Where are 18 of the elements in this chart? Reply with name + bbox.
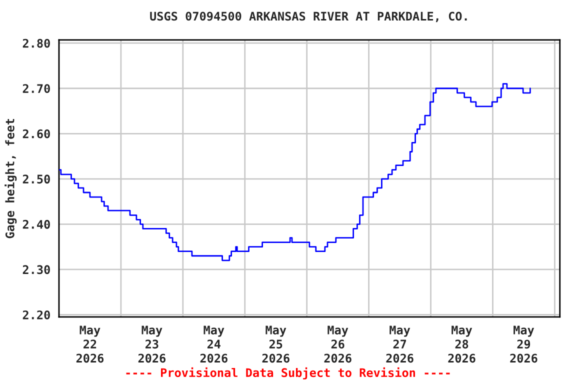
x-tick-label: May 29 2026 (510, 326, 538, 363)
x-tick-label: May 23 2026 (138, 326, 166, 363)
y-axis-title: Gage height, feet (4, 118, 17, 238)
x-tick-label: May 22 2026 (76, 326, 104, 363)
chart-title: USGS 07094500 ARKANSAS RIVER AT PARKDALE, CO. (150, 12, 467, 22)
y-tick-label: 2.40 (22, 220, 50, 229)
y-tick-label: 2.30 (22, 265, 50, 274)
y-tick-label: 2.70 (22, 84, 50, 94)
y-tick-label: 2.50 (22, 174, 50, 184)
x-tick-label: May 24 2026 (200, 326, 228, 363)
x-tick-label: May 25 2026 (262, 326, 290, 363)
y-tick-label: 2.60 (22, 129, 50, 138)
text: ---- Provisional Data Subject to Revision ---- (126, 367, 450, 380)
x-tick-label: May 26 2026 (324, 326, 352, 363)
y-tick-label: 2.20 (22, 310, 50, 320)
x-tick-label: May 28 2026 (448, 326, 476, 363)
x-tick-label: May 27 2026 (386, 326, 414, 363)
y-tick-label: 2.80 (22, 38, 50, 48)
